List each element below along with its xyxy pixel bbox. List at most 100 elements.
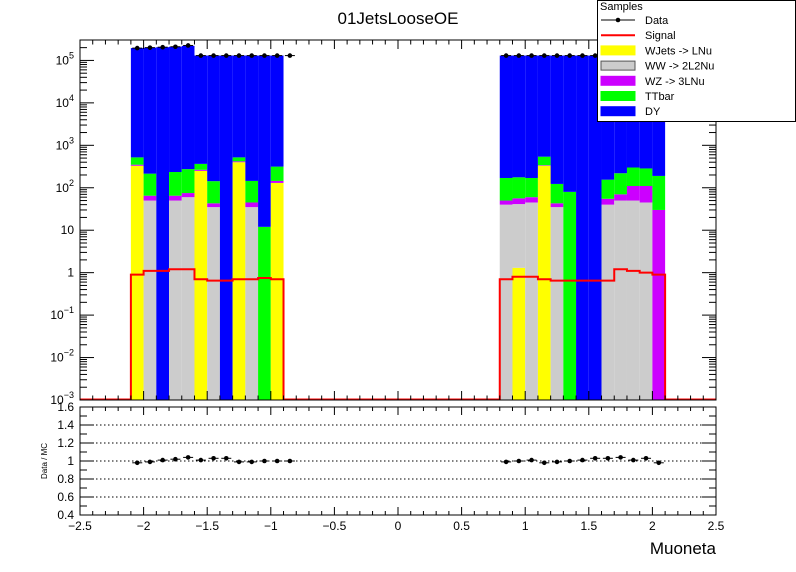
stack-bar-wz-3lnu — [525, 197, 538, 203]
data-point — [160, 44, 165, 50]
x-tick-label: 0.5 — [453, 519, 470, 533]
stack-bar-ttbar — [512, 177, 526, 199]
stack-bar-wjets-lnu — [270, 182, 284, 400]
stack-bar-dy — [194, 55, 208, 164]
ratio-point — [287, 458, 293, 464]
ratio-point — [605, 456, 611, 461]
legend-swatch — [600, 75, 636, 86]
ratio-point — [211, 456, 216, 461]
data-point — [249, 53, 255, 58]
stack-bar-ttbar — [550, 183, 564, 204]
ratio-y-tick-label: 1.6 — [57, 400, 74, 414]
legend-entry-label: WW -> 2L2Nu — [645, 61, 714, 73]
x-tick-label: 0 — [395, 519, 402, 533]
legend-swatch — [600, 60, 636, 71]
y-tick-label: 10 — [61, 223, 75, 237]
y-tick-label: 10−2 — [50, 348, 74, 365]
stack-bar-wjets-lnu — [130, 165, 144, 400]
data-point — [287, 53, 293, 58]
stack-bar-wz-3lnu — [550, 203, 564, 208]
stack-bar-ww-2l2nu — [601, 204, 615, 400]
stack-bar-wz-3lnu — [652, 209, 666, 400]
stack-bar-ttbar — [181, 169, 195, 194]
stack-bar-ww-2l2nu — [207, 207, 220, 400]
legend-title: Samples — [600, 1, 643, 13]
data-point — [134, 45, 140, 51]
data-point — [529, 53, 534, 58]
stack-bar-dy — [181, 45, 195, 170]
ratio-point — [262, 458, 267, 464]
stack-bar-ww-2l2nu — [626, 200, 640, 400]
stack-bar-wz-3lnu — [194, 169, 208, 171]
data-point — [211, 53, 216, 58]
stack-bar-wz-3lnu — [169, 195, 182, 201]
stack-bar-ww-2l2nu — [143, 200, 157, 400]
ratio-point — [198, 457, 204, 463]
stack-bar-dy — [258, 55, 271, 227]
data-point — [262, 53, 267, 58]
ratio-point — [160, 457, 165, 463]
stack-bar-dy — [143, 47, 157, 174]
ratio-y-tick-label: 1.4 — [57, 418, 74, 432]
data-point — [516, 53, 522, 58]
stack-bar-wz-3lnu — [130, 164, 144, 166]
stack-bar-dy — [499, 55, 513, 178]
x-axis-title: Muoneta — [650, 539, 717, 558]
ratio-point — [503, 459, 509, 465]
ratio-y-tick-label: 1 — [67, 454, 74, 468]
stack-bar-ww-2l2nu — [614, 200, 627, 400]
ratio-point — [516, 458, 522, 464]
stack-bar-ttbar — [652, 175, 666, 210]
stack-bar-wz-3lnu — [626, 186, 640, 201]
stack-bar-ww-2l2nu — [639, 202, 653, 400]
stack-bar-wz-3lnu — [207, 203, 220, 208]
stack-bar-ttbar — [563, 191, 577, 400]
legend-swatch — [600, 91, 636, 101]
data-point — [503, 53, 509, 58]
stack-bar-dy — [525, 55, 538, 178]
stack-bar-wz-3lnu — [601, 198, 615, 205]
stack-bar-dy — [550, 55, 564, 184]
ratio-point — [580, 457, 585, 463]
stack-bar-ttbar — [270, 166, 284, 181]
ratio-point — [541, 460, 547, 466]
x-tick-label: −2.5 — [68, 519, 92, 533]
stack-bar-wjets-lnu — [194, 170, 208, 400]
x-tick-label: −1 — [264, 519, 278, 533]
stack-bar-ttbar — [601, 179, 615, 199]
ratio-point — [147, 459, 153, 465]
stack-bar-ttbar — [614, 173, 627, 195]
stack-bar-ttbar — [258, 226, 271, 400]
y-tick-label: 102 — [56, 178, 74, 195]
stack-bar-wz-3lnu — [512, 198, 526, 205]
legend-entry-label: WJets -> LNu — [645, 45, 712, 57]
data-point — [198, 53, 204, 58]
stack-bar-wjets-lnu — [537, 165, 551, 400]
ratio-point — [236, 459, 242, 465]
ratio-y-axis-title: Data / MC — [40, 443, 49, 479]
ratio-y-tick-label: 0.4 — [57, 508, 74, 522]
stack-bar-dy — [169, 46, 182, 173]
stack-bar-ww-2l2nu — [512, 204, 526, 268]
stack-bar-ww-2l2nu — [181, 197, 195, 400]
stack-bar-dy — [245, 55, 259, 181]
stack-bar-ttbar — [525, 177, 538, 198]
stack-bar-ttbar — [537, 156, 551, 166]
stack-bar-wz-3lnu — [639, 186, 653, 203]
ratio-point — [249, 459, 255, 465]
data-point — [236, 53, 242, 58]
x-tick-label: −1.5 — [195, 519, 219, 533]
data-point — [173, 44, 178, 50]
data-point — [274, 53, 280, 58]
y-tick-label: 103 — [56, 135, 74, 152]
legend-entry-label: TTbar — [645, 91, 675, 103]
x-tick-label: 1.5 — [580, 519, 597, 533]
data-point — [541, 53, 547, 58]
stack-bar-wjets-lnu — [232, 162, 246, 400]
legend-entry-label: WZ -> 3LNu — [645, 76, 705, 88]
x-tick-label: −2 — [137, 519, 151, 533]
stack-bar-wz-3lnu — [181, 193, 195, 198]
stack-bar-ttbar — [639, 168, 653, 186]
ratio-point — [656, 460, 662, 466]
x-tick-label: 2 — [649, 519, 656, 533]
